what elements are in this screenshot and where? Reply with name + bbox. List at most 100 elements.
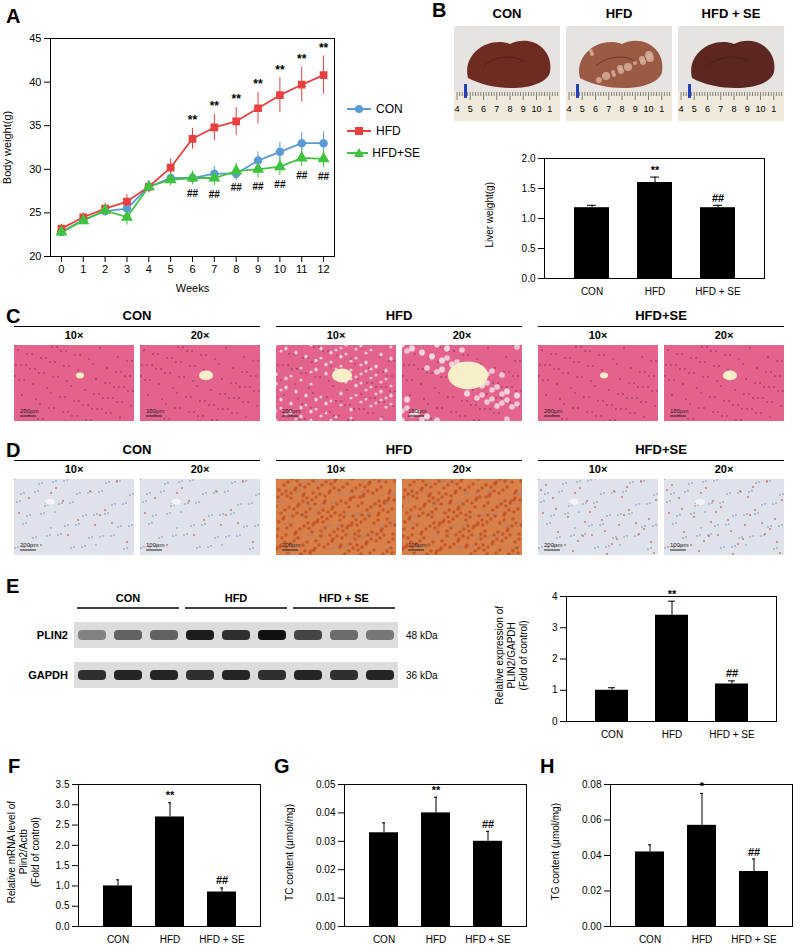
svg-text:200μm: 200μm: [544, 542, 562, 548]
svg-text:0.05: 0.05: [316, 779, 336, 790]
svg-text:##: ##: [748, 846, 760, 858]
svg-text:HFD + SE: HFD + SE: [319, 592, 369, 604]
svg-text:30: 30: [29, 163, 41, 175]
svg-text:HFD + SE: HFD + SE: [731, 934, 777, 945]
svg-text:1.0: 1.0: [56, 880, 70, 891]
svg-text:4: 4: [678, 104, 683, 114]
svg-text:10: 10: [274, 263, 286, 275]
svg-text:##: ##: [209, 189, 221, 200]
svg-text:3.0: 3.0: [56, 799, 70, 810]
svg-text:200μm: 200μm: [20, 542, 38, 548]
svg-text:**: **: [253, 77, 263, 91]
svg-text:4: 4: [566, 104, 571, 114]
svg-text:200μm: 200μm: [20, 408, 38, 414]
svg-text:0.0: 0.0: [522, 273, 536, 284]
svg-text:0.03: 0.03: [316, 836, 336, 847]
svg-text:**: **: [651, 164, 660, 176]
svg-text:100μm: 100μm: [670, 542, 688, 548]
svg-text:6: 6: [593, 104, 598, 114]
svg-text:5: 5: [580, 104, 585, 114]
svg-text:5: 5: [468, 104, 473, 114]
svg-text:0.02: 0.02: [316, 864, 336, 875]
svg-text:HFD + SE: HFD + SE: [695, 286, 741, 297]
svg-text:0.06: 0.06: [582, 814, 602, 825]
svg-text:25: 25: [29, 206, 41, 218]
svg-text:PLIN2: PLIN2: [37, 629, 68, 641]
svg-text:1: 1: [552, 684, 558, 695]
svg-text:0.00: 0.00: [582, 921, 602, 932]
svg-text:1: 1: [80, 263, 86, 275]
svg-text:##: ##: [252, 181, 264, 192]
svg-text:100μm: 100μm: [146, 542, 164, 548]
svg-text:1.5: 1.5: [522, 183, 536, 194]
svg-text:HFD: HFD: [160, 934, 181, 945]
svg-text:##: ##: [712, 192, 724, 204]
svg-text:CON: CON: [107, 934, 129, 945]
svg-text:8: 8: [507, 104, 512, 114]
svg-text:7: 7: [718, 104, 723, 114]
svg-text:CON: CON: [116, 592, 141, 604]
svg-text:2.0: 2.0: [522, 153, 536, 164]
svg-text:10: 10: [643, 104, 653, 114]
svg-text:CON: CON: [601, 729, 623, 740]
svg-text:##: ##: [318, 171, 330, 182]
svg-text:4: 4: [552, 591, 558, 602]
svg-text:12: 12: [317, 263, 329, 275]
svg-text:**: **: [319, 41, 329, 55]
svg-text:##: ##: [296, 170, 308, 181]
svg-text:**: **: [432, 784, 441, 796]
svg-text:40: 40: [29, 76, 41, 88]
svg-text:1: 1: [547, 104, 552, 114]
svg-text:*: *: [700, 780, 705, 792]
svg-text:36 kDa: 36 kDa: [406, 670, 438, 681]
svg-text:6: 6: [189, 263, 195, 275]
svg-text:Body weight(g): Body weight(g): [1, 111, 13, 184]
svg-text:##: ##: [231, 182, 243, 193]
svg-text:0: 0: [58, 263, 64, 275]
svg-text:9: 9: [255, 263, 261, 275]
svg-text:11: 11: [296, 263, 307, 275]
svg-text:7: 7: [494, 104, 499, 114]
svg-text:0.04: 0.04: [582, 850, 602, 861]
svg-text:##: ##: [216, 874, 228, 886]
svg-text:20: 20: [29, 250, 41, 262]
svg-text:HFD: HFD: [662, 729, 683, 740]
svg-text:2: 2: [102, 263, 108, 275]
svg-text:2: 2: [552, 653, 558, 664]
svg-text:##: ##: [482, 818, 494, 830]
svg-text:4: 4: [454, 104, 459, 114]
svg-text:0.00: 0.00: [316, 921, 336, 932]
svg-text:CON: CON: [581, 286, 603, 297]
svg-text:HFD + SE: HFD + SE: [709, 729, 755, 740]
svg-text:1.5: 1.5: [56, 860, 70, 871]
svg-text:6: 6: [481, 104, 486, 114]
svg-text:3: 3: [552, 622, 558, 633]
svg-text:0: 0: [552, 716, 558, 727]
svg-text:100μm: 100μm: [146, 408, 164, 414]
svg-text:45: 45: [29, 32, 41, 44]
svg-text:HFD: HFD: [225, 592, 248, 604]
svg-text:5: 5: [168, 263, 174, 275]
svg-text:5: 5: [692, 104, 697, 114]
svg-text:CON: CON: [639, 934, 661, 945]
svg-text:1.0: 1.0: [522, 213, 536, 224]
svg-text:3.5: 3.5: [56, 779, 70, 790]
svg-text:10: 10: [531, 104, 541, 114]
svg-text:HFD + SE: HFD + SE: [465, 934, 511, 945]
svg-text:HFD: HFD: [692, 934, 713, 945]
svg-text:3: 3: [124, 263, 130, 275]
svg-text:100μm: 100μm: [408, 542, 426, 548]
svg-text:0.04: 0.04: [316, 807, 336, 818]
svg-text:9: 9: [521, 104, 526, 114]
svg-text:0.02: 0.02: [582, 885, 602, 896]
svg-text:8: 8: [233, 263, 239, 275]
svg-text:100μm: 100μm: [670, 408, 688, 414]
svg-text:**: **: [166, 789, 175, 801]
svg-text:48 kDa: 48 kDa: [406, 630, 438, 641]
svg-text:##: ##: [274, 179, 286, 190]
svg-text:**: **: [275, 63, 285, 77]
svg-text:2.5: 2.5: [56, 819, 70, 830]
svg-text:0.0: 0.0: [56, 921, 70, 932]
svg-text:HFD: HFD: [645, 286, 666, 297]
svg-text:200μm: 200μm: [282, 408, 300, 414]
